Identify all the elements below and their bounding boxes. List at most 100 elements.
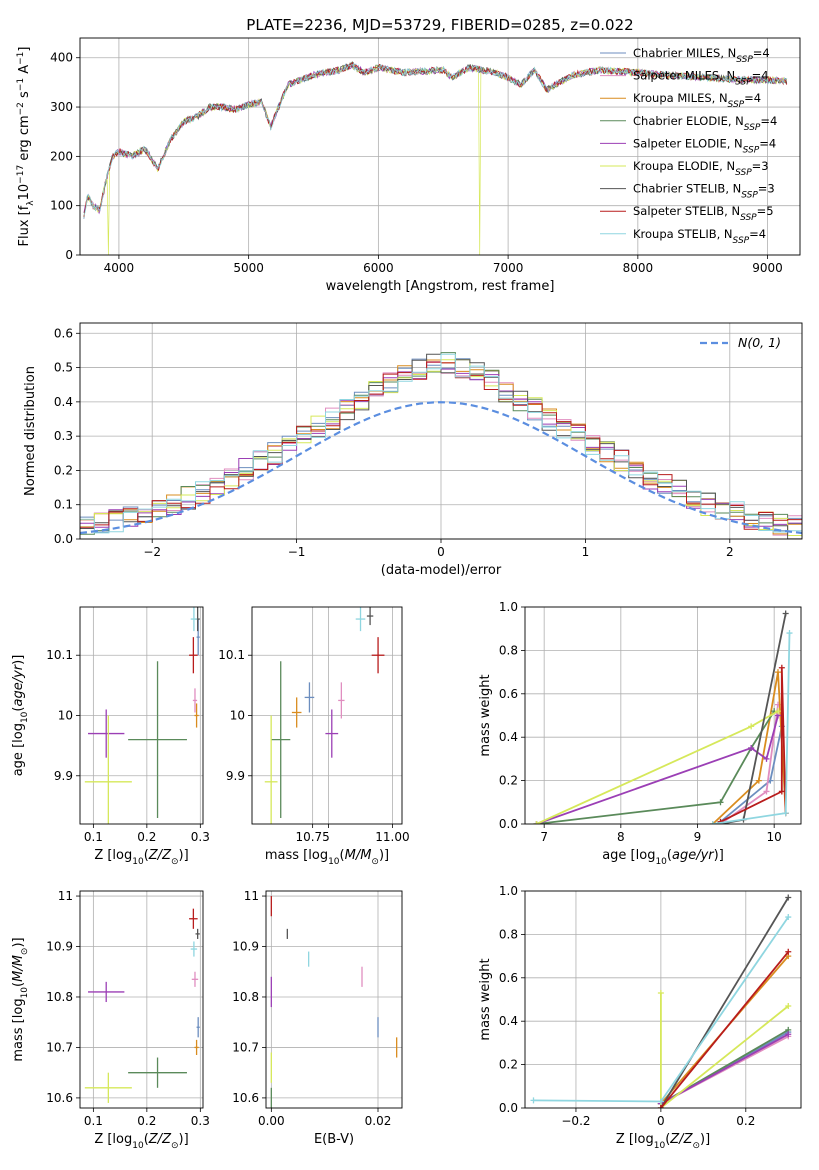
y-tick-label: 10.8 xyxy=(232,990,259,1004)
label-part: SSP xyxy=(744,123,761,133)
weight-marker-2-1 xyxy=(755,777,762,784)
x-axis-label: Z [log10(Z/Z⊙)] xyxy=(616,1132,710,1151)
label-part: ] xyxy=(17,47,32,52)
x-tick-label: 8 xyxy=(617,830,625,844)
label-part: )] xyxy=(179,1132,189,1147)
weight-marker-3-1 xyxy=(717,799,724,806)
x-tick-label: 4000 xyxy=(104,261,135,275)
weight-line-6 xyxy=(660,897,790,1108)
y-tick-label: 10.1 xyxy=(218,648,245,662)
y-tick-label: 10.6 xyxy=(232,1091,259,1105)
label-part: A xyxy=(17,65,32,78)
weight-marker-4-2 xyxy=(763,755,770,762)
label-part: =4 xyxy=(752,69,769,83)
x-tick-label: 7 xyxy=(540,830,548,844)
x-tick-label: 10 xyxy=(767,830,782,844)
weight-line-4 xyxy=(536,715,779,824)
y-tick-label: 0.1 xyxy=(54,498,73,512)
x-tick-label: 8000 xyxy=(623,261,654,275)
label-part: SSP xyxy=(735,168,752,178)
y-tick-label: 0.6 xyxy=(499,971,518,985)
label-part: SSP xyxy=(736,55,753,65)
label-part: Z/Z xyxy=(669,1132,693,1147)
label-part: Kroupa MILES, N xyxy=(633,91,728,105)
panel-mass_vs_ebv: 0.00 0.02 10.6 10.7 10.8 10.9 11 E(B-V) xyxy=(232,889,403,1147)
y-axis-label: Normed distribution xyxy=(23,366,38,496)
y-tick-label: 1.0 xyxy=(499,600,518,614)
label-part: Salpeter MILES, N xyxy=(633,69,735,83)
label-part: 10 xyxy=(655,857,667,867)
y-tick-label: 0.0 xyxy=(499,817,518,831)
y-tick-label: 10.1 xyxy=(46,648,73,662)
label-part: =4 xyxy=(749,227,766,241)
x-tick-label: 2 xyxy=(726,545,734,559)
y-tick-label: 10.8 xyxy=(46,990,73,1004)
figure-title: PLATE=2236, MJD=53729, FIBERID=0285, z=0… xyxy=(246,16,633,34)
label-part: SSP xyxy=(743,145,760,155)
axes-frame xyxy=(251,606,403,825)
label-part: 10 xyxy=(328,857,340,867)
label-part: )] xyxy=(179,848,189,863)
weight-marker-1-1 xyxy=(763,788,770,795)
label-part: ⊙ xyxy=(692,1141,700,1151)
x-tick-label: 6000 xyxy=(363,261,394,275)
y-tick-label: 10.6 xyxy=(46,1091,73,1105)
label-part: wavelength [Angstrom, rest frame] xyxy=(326,279,555,294)
gaussian-curve xyxy=(80,401,802,535)
x-tick-label: −1 xyxy=(288,545,306,559)
axes-frame xyxy=(79,322,803,540)
label-part: Chabrier ELODIE, N xyxy=(633,114,744,128)
x-tick-label: 0.1 xyxy=(84,1114,103,1128)
label-part: Salpeter STELIB, N xyxy=(633,204,740,218)
label-part: SSP xyxy=(733,236,750,246)
label-part: Z [log xyxy=(94,848,132,863)
y-tick-label: 10 xyxy=(230,709,245,723)
x-axis-label: (data-model)/error xyxy=(381,563,502,578)
x-tick-label: 1 xyxy=(582,545,590,559)
label-part: age [log xyxy=(602,848,655,863)
label-part: 10 xyxy=(20,987,30,999)
axes-frame xyxy=(524,606,802,825)
weight-marker-5-0 xyxy=(533,821,540,824)
legend-entry-2: Kroupa MILES, NSSP=4 xyxy=(633,91,761,110)
label-part: E(B-V) xyxy=(314,1132,354,1147)
plot-area-residuals xyxy=(80,352,802,539)
weight-marker-6-2 xyxy=(782,610,789,617)
label-part: )] xyxy=(11,655,26,665)
weight-marker-7-2 xyxy=(778,664,785,671)
grid-mass_vs_Z xyxy=(80,891,203,1108)
x-tick-label: 9 xyxy=(694,830,702,844)
y-tick-label: 10 xyxy=(58,709,73,723)
x-tick-label: 5000 xyxy=(233,261,264,275)
y-tick-label: 0.0 xyxy=(499,1101,518,1115)
plots-layer: 4000 5000 6000 7000 8000 90000100200300400wav… xyxy=(11,37,803,1151)
plot-area-age_vs_mass xyxy=(264,607,385,824)
plot-area-massweight_vs_Z xyxy=(530,894,792,1108)
axes-frame xyxy=(79,37,801,256)
label-part: SSP xyxy=(735,78,752,88)
label-part: Z/Z xyxy=(148,1132,172,1147)
label-part: 10 xyxy=(654,1141,666,1151)
weight-line-5 xyxy=(660,993,789,1108)
weight-marker-8-2 xyxy=(785,914,792,921)
label-part: Z/Z xyxy=(148,848,172,863)
label-part: )] xyxy=(714,848,724,863)
label-part: Normed distribution xyxy=(23,366,38,496)
label-part: λ xyxy=(26,200,36,206)
label-part: 10 xyxy=(132,1141,144,1151)
y-tick-label: 10.7 xyxy=(232,1040,259,1054)
label-part: mass weight xyxy=(478,958,493,1040)
plot-area-mass_vs_Z xyxy=(84,908,200,1103)
label-part: )] xyxy=(379,848,389,863)
y-tick-label: 100 xyxy=(50,199,73,213)
legend-entry-4: Salpeter ELODIE, NSSP=4 xyxy=(633,136,776,155)
grid-massweight_vs_Z xyxy=(525,890,801,1109)
label-part: −1 xyxy=(16,78,26,91)
panel-spectrum: 4000 5000 6000 7000 8000 9000 0 100 200 300 400 wav… xyxy=(16,37,801,294)
x-tick-label: 0.2 xyxy=(137,830,156,844)
spectrum-line-8 xyxy=(83,62,788,216)
weight-marker-8-0 xyxy=(530,1097,537,1104)
